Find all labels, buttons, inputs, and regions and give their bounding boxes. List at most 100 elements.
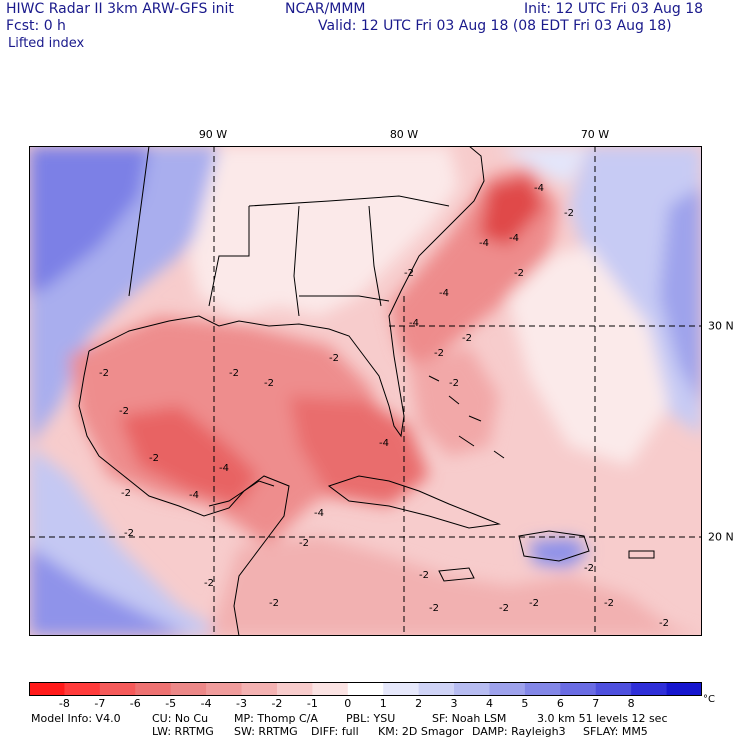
- footer-diffusion: DIFF: full: [311, 725, 359, 738]
- contour-label: -2: [419, 570, 429, 581]
- contour-label: -2: [119, 406, 129, 417]
- contour-label: -2: [204, 578, 214, 589]
- state-border-1: [128, 145, 150, 297]
- contour-label: -2: [299, 538, 309, 549]
- stable-region-northwest-core: [29, 146, 149, 296]
- contour-label: -2: [659, 618, 669, 629]
- colorbar-swatch: [631, 682, 668, 696]
- bahamas-islands: [428, 375, 505, 459]
- lon-label-90w: 90 W: [198, 128, 228, 141]
- colorbar-swatches: [29, 682, 703, 696]
- organization-label: NCAR/MMM: [285, 1, 366, 17]
- contour-label-strong: -4: [509, 233, 519, 244]
- contour-label-strong: -4: [379, 438, 389, 449]
- cuba-outline: [327, 475, 501, 529]
- colorbar-swatch: [418, 682, 455, 696]
- footer-microphysics: MP: Thomp C/A: [234, 712, 318, 725]
- footer-shortwave: SW: RRTMG: [234, 725, 298, 738]
- state-border-5: [368, 205, 382, 307]
- colorbar-swatch: [206, 682, 243, 696]
- colorbar-tick-label: 7: [592, 697, 600, 710]
- map-canvas: -2 -2 -2 -2 -2 -2 -2 -2 -2 -2 -2 -2 -2 -…: [29, 145, 702, 637]
- stable-region-east-mid: [499, 146, 589, 186]
- colorbar-swatch: [489, 682, 526, 696]
- colorbar-swatch: [347, 682, 384, 696]
- mexico-coastline: [78, 350, 290, 637]
- colorbar-tick-label: -8: [58, 697, 70, 710]
- footer-km: KM: 2D Smagor: [378, 725, 464, 738]
- colorbar-swatch: [454, 682, 490, 696]
- colorbar-swatch: [276, 682, 313, 696]
- map-border: [29, 146, 702, 636]
- contour-label: -2: [584, 563, 594, 574]
- hispaniola-outline: [518, 530, 590, 562]
- us-gulf-coastline: [88, 145, 485, 438]
- colorbar-swatch: [383, 682, 420, 696]
- colorbar-tick-label: 3: [450, 697, 458, 710]
- contour-label: -2: [269, 598, 279, 609]
- yucatan-coast: [208, 480, 275, 507]
- lon-label-70w: 70 W: [580, 128, 610, 141]
- lifted-index-map: -2 -2 -2 -2 -2 -2 -2 -2 -2 -2 -2 -2 -2 -…: [29, 145, 702, 637]
- neutral-region-atlantic: [499, 246, 669, 466]
- colorbar-swatch: [64, 682, 101, 696]
- colorbar-tick-label: -1: [306, 697, 318, 710]
- valid-time: Valid: 12 UTC Fri 03 Aug 18 (08 EDT Fri …: [318, 18, 672, 34]
- contour-label: -2: [604, 598, 614, 609]
- unstable-region-bahamas: [409, 346, 499, 456]
- unstable-region-gulf-core: [119, 406, 259, 506]
- footer-resolution: 3.0 km 51 levels 12 sec: [537, 712, 668, 725]
- stable-region-southwest-core: [29, 546, 189, 636]
- colorbar-border: [29, 682, 702, 696]
- state-border-4: [293, 205, 300, 317]
- contour-label: -2: [121, 488, 131, 499]
- footer-surface-layer: SFLAY: MM5: [583, 725, 648, 738]
- colorbar-tick-label: -3: [236, 697, 247, 710]
- colorbar-tick-label: 6: [556, 697, 564, 710]
- footer-model-info: Model Info: V4.0: [31, 712, 121, 725]
- model-title: HIWC Radar II 3km ARW-GFS init: [6, 1, 234, 17]
- colorbar-tick-label: 5: [521, 697, 529, 710]
- colorbar-tick-label: 8: [627, 697, 635, 710]
- colorbar-tick-label: -6: [129, 697, 141, 710]
- contour-label-strong: -4: [479, 238, 489, 249]
- contour-label-strong: -4: [409, 318, 419, 329]
- state-border-6: [299, 295, 390, 302]
- unstable-region-gulf-stream-core: [479, 176, 544, 246]
- contour-label-strong: -4: [314, 508, 324, 519]
- neutral-region-southeast-us: [189, 146, 459, 316]
- colorbar-tick-label: 1: [379, 697, 387, 710]
- colorbar-tick-label: 2: [415, 697, 423, 710]
- colorbar-unit: °C: [703, 694, 715, 705]
- colorbar-tick-label: -4: [200, 697, 212, 710]
- unstable-region-gulf: [69, 316, 389, 546]
- contour-label: -2: [514, 268, 524, 279]
- lat-label-20n: 20 N: [708, 530, 734, 544]
- colorbar-swatch: [524, 682, 561, 696]
- colorbar-swatch: [312, 682, 349, 696]
- contour-label: -2: [264, 378, 274, 389]
- colorbar-swatch: [666, 682, 703, 696]
- colorbar-tick-label: 4: [485, 697, 493, 710]
- footer-cumulus: CU: No Cu: [152, 712, 209, 725]
- colorbar-swatch: [29, 682, 65, 696]
- jamaica-outline: [438, 567, 475, 582]
- colorbar-swatch: [170, 682, 207, 696]
- contour-label: -2: [434, 348, 444, 359]
- contour-label: -2: [564, 208, 574, 219]
- contour-label: -2: [149, 453, 159, 464]
- contour-label: -2: [99, 368, 109, 379]
- unstable-region-caribbean-north: [289, 396, 429, 506]
- footer-surface: SF: Noah LSM: [432, 712, 507, 725]
- colorbar-tick-label: -7: [94, 697, 106, 710]
- contour-label: -2: [229, 368, 239, 379]
- contour-label: -2: [329, 353, 339, 364]
- colorbar-swatch: [560, 682, 597, 696]
- colorbar-tick-label: -5: [165, 697, 177, 710]
- footer-pbl: PBL: YSU: [346, 712, 396, 725]
- contour-label-strong: -4: [534, 183, 544, 194]
- state-border-2: [208, 206, 250, 307]
- contour-label-strong: -4: [439, 288, 449, 299]
- contour-label: -2: [449, 378, 459, 389]
- contour-label: -2: [124, 528, 134, 539]
